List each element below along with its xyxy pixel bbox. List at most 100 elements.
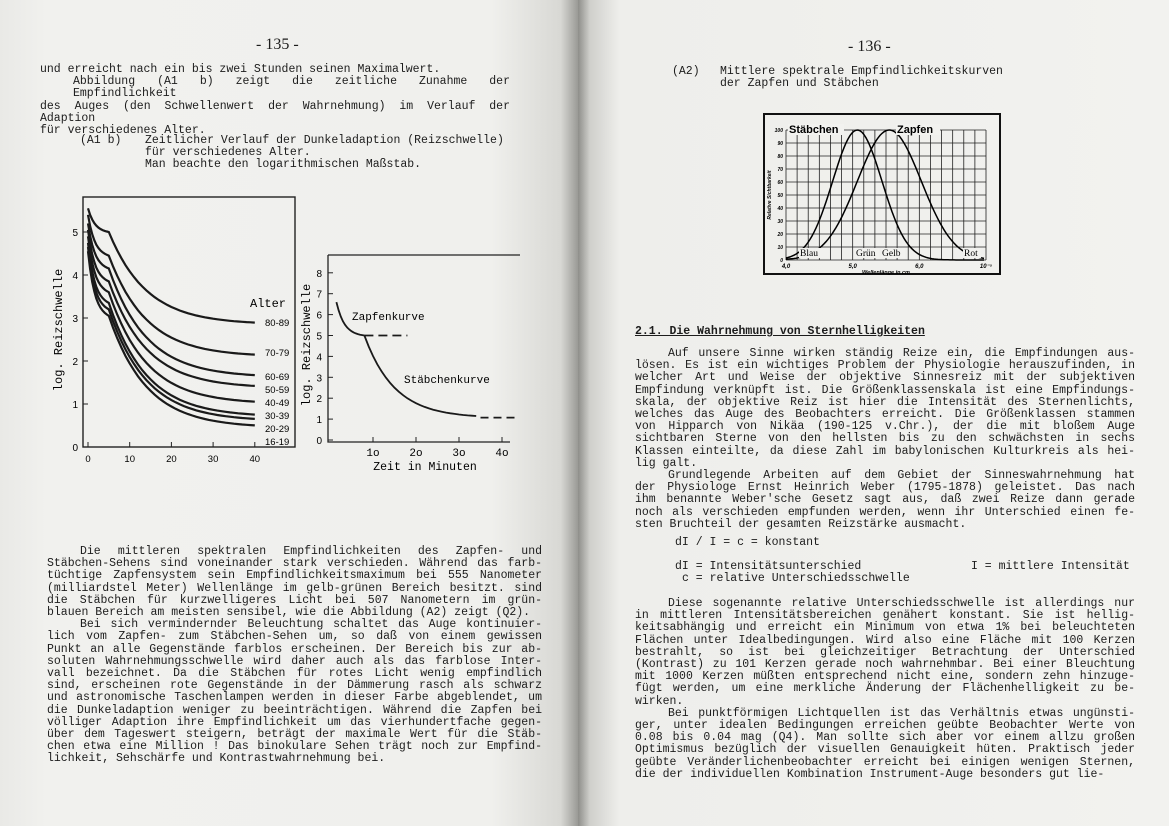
y-tick-label: 40: [776, 206, 783, 212]
page-number: - 136 -: [848, 38, 891, 55]
text-line: tüchtige Zapfensystem sein Empfindlichke…: [47, 569, 542, 583]
text-line: Die mittleren spektralen Empfindlichkeit…: [80, 545, 542, 558]
text-line: völliger Adaption ihre Empfindlichkeit u…: [47, 715, 542, 729]
text-line: fügt werden, um eine merkliche Änderung …: [635, 682, 1135, 696]
x-tick-label: 6,0: [915, 264, 924, 270]
text-line: sichtbaren Sterne von den hellsten bis z…: [635, 432, 1135, 446]
x-tick-label: 5,0: [848, 264, 857, 270]
plot-frame: [82, 196, 296, 448]
text-line: lichkeit, Sehschärfe und Kontrastwahrneh…: [47, 752, 386, 766]
text-line: skala, der objektive Reiz ist hier die I…: [635, 395, 1135, 409]
text-line: die Stäbchen für kurzwelligeres Licht be…: [47, 593, 542, 607]
y-tick-label: 0: [316, 436, 322, 447]
y-tick-label: 1: [316, 415, 322, 426]
series-label: 30-39: [265, 411, 289, 422]
y-tick-label: 20: [776, 232, 783, 238]
x-tick-label: 40: [250, 454, 261, 465]
text-line: welcher Art und Weise der objektive Sinn…: [635, 371, 1135, 385]
series-label: 40-49: [265, 398, 289, 409]
y-tick-label: 50: [777, 193, 783, 199]
text-line: 0.08 bis 0.04 mag (Q4). Man sollte sich …: [635, 731, 1135, 745]
text-line: Auf unsere Sinne wirken ständig Reize ei…: [668, 347, 1135, 360]
series-label: 80-89: [265, 318, 289, 329]
text-line: sten Bruchteil der gesamten Reizstärke a…: [635, 517, 967, 531]
label-background: [896, 124, 940, 135]
label-background: [855, 248, 879, 258]
definition-dI: dI = Intensitätsunterschied: [675, 560, 862, 573]
text-line: in mittleren Intensitätsbereichen genähe…: [635, 609, 1135, 623]
text-line: (milliardstel Meter) Wellenlänge im gelb…: [47, 581, 542, 595]
intro-text: und erreicht nach ein bis zwei Stunden s…: [40, 63, 510, 138]
text-line: Flächen unter Idealbedingungen. Wird als…: [635, 633, 1135, 647]
y-tick-label: 60: [777, 180, 783, 186]
rod-curve-label: Stäbchen: [789, 124, 839, 136]
text-line: der Physiologe Ernst Heinrich Weber (179…: [635, 481, 1135, 495]
series-label: 20-29: [265, 424, 289, 435]
plot-frame: [327, 254, 520, 443]
caption-line: Zeitlicher Verlauf der Dunkeladaption (R…: [145, 134, 504, 147]
x-tick-label: 2o: [409, 448, 422, 460]
y-tick-label: 1: [72, 400, 78, 411]
cone-curve-label: Zapfen: [897, 124, 933, 136]
text-line: lösen. Es ist ein wichtiges Problem der …: [635, 359, 1135, 373]
age-curve-70-79: [86, 214, 255, 356]
text-line: Bei punktförmigen Lichtquellen ist das V…: [668, 706, 1135, 720]
x-tick-label: 30: [208, 454, 219, 465]
age-curve-80-89: [86, 207, 255, 324]
figure-caption-label: (A2): [672, 65, 700, 78]
y-tick-label: 5: [316, 332, 322, 343]
y-tick-label: 70: [777, 167, 783, 173]
rod-curve-label: Stäbchenkurve: [404, 375, 490, 387]
text-line: wirken.: [635, 694, 684, 708]
y-tick-label: 7: [316, 290, 322, 301]
label-background: [963, 248, 981, 258]
text-line: Klassen einteilte, da diese Zahl im baby…: [635, 444, 1135, 458]
y-tick-label: 5: [72, 228, 78, 239]
section-heading: 2.1. Die Wahrnehmung von Sternhelligkeit…: [635, 325, 925, 338]
x-tick-label: 4,0: [781, 264, 791, 270]
text-line: keitsabhängig und erreicht ein Minimum v…: [635, 621, 1135, 635]
y-tick-label: 0: [72, 443, 78, 454]
y-tick-label: 4: [316, 352, 322, 363]
caption-line: Man beachte den logarithmischen Maßstab.: [145, 157, 422, 171]
text-line: und erreicht nach ein bis zwei Stunden s…: [40, 63, 441, 76]
y-tick-label: 6: [316, 311, 322, 322]
caption-line: Mittlere spektrale Empfindlichkeitskurve…: [720, 65, 1003, 78]
definition-c: c = relative Unterschiedsschwelle: [682, 572, 910, 585]
series-label: 16-19: [265, 437, 289, 448]
legend-title: Alter: [250, 297, 286, 311]
caption-line: für verschiedenes Alter.: [145, 145, 311, 159]
text-line: Optimismus bezüglich der visuellen Genau…: [635, 743, 1135, 757]
x-tick-label: 3o: [452, 448, 465, 460]
text-line: für verschiedenes Alter.: [40, 124, 206, 138]
cone-curve-label: Zapfenkurve: [352, 312, 425, 324]
x-tick-label: 0: [85, 454, 90, 465]
x-axis-label: Zeit in Minuten: [373, 461, 477, 474]
label-background: [799, 248, 829, 258]
age-curve-50-59: [86, 229, 255, 387]
x-axis-label: Wellenlänge in cm: [862, 270, 910, 276]
text-line: Punkt an alle Gegenstände farblos ersche…: [47, 642, 542, 656]
weber-formula: dI / I = c = konstant: [675, 536, 820, 549]
text-line: geübte Veränderlichenbeobachter erreicht…: [635, 755, 1135, 769]
figure-caption-text: Zeitlicher Verlauf der Dunkeladaption (R…: [145, 135, 504, 170]
figure-caption-text: Mittlere spektrale Empfindlichkeitskurve…: [720, 66, 1003, 90]
y-tick-label: 10: [777, 245, 783, 251]
text-line: und astronomische Taschenlampen werden i…: [47, 691, 542, 705]
y-axis-label: log. Reizschwelle: [300, 284, 314, 406]
y-tick-label: 2: [316, 394, 322, 405]
definition-I: I = mittlere Intensität: [971, 560, 1130, 573]
text-line: mit 1000 Kerzen müßten entsprechend nich…: [635, 670, 1135, 684]
series-label: 60-69: [265, 372, 289, 383]
series-label: 50-59: [265, 385, 289, 396]
y-tick-label: 80: [777, 154, 783, 160]
y-tick-label: 4: [72, 271, 78, 282]
text-line: bestrahlt, so ist bei gleichzeitiger Bet…: [635, 645, 1135, 659]
text-line: (Kontrast) zu 101 Kerzen gerade noch wah…: [635, 658, 1135, 672]
body-text-1: Auf unsere Sinne wirken ständig Reize ei…: [635, 347, 1135, 531]
color-band-label: Gelb: [882, 249, 901, 259]
age-curve-30-39: [86, 242, 255, 416]
text-line: lig galt.: [635, 456, 698, 470]
text-line: Bei sich vermindernder Beleuchtung schal…: [80, 618, 542, 632]
